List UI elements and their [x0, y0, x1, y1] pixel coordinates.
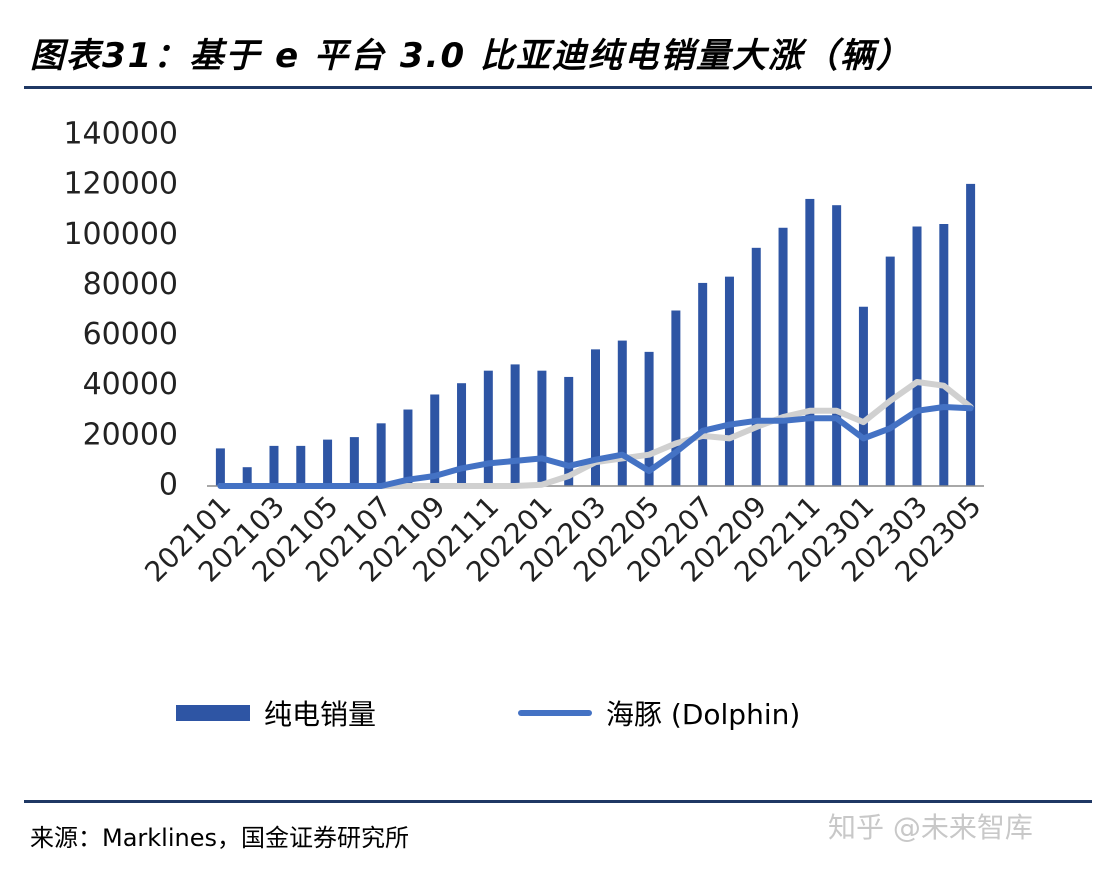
bar	[430, 394, 440, 486]
bar	[832, 205, 842, 486]
chart-title: 图表31：基于 e 平台 3.0 比亚迪纯电销量大涨（辆）	[30, 36, 912, 76]
bar	[724, 276, 734, 486]
bar	[323, 439, 333, 486]
bar	[778, 227, 788, 486]
bar	[644, 351, 654, 486]
bar	[885, 256, 895, 486]
watermark: 知乎 @未来智库	[828, 811, 1033, 844]
chart-svg: 0200004000060000800001000001200001400002…	[63, 117, 987, 589]
title-rule	[24, 86, 1092, 89]
bar	[242, 467, 252, 486]
bar	[296, 445, 306, 486]
legend-label-dolphin: 海豚 (Dolphin)	[606, 698, 801, 731]
y-tick-label: 80000	[83, 267, 178, 302]
bar	[483, 370, 493, 486]
source-note: 来源：Marklines，国金证券研究所	[30, 824, 409, 852]
y-tick-label: 60000	[83, 317, 178, 352]
bar	[858, 306, 868, 486]
bar	[457, 383, 467, 486]
y-tick-label: 20000	[83, 417, 178, 452]
bar	[537, 370, 547, 486]
bar	[510, 364, 520, 486]
y-tick-label: 140000	[63, 117, 178, 152]
legend-item-bars: 纯电销量	[176, 690, 376, 736]
y-tick-label: 100000	[63, 217, 178, 252]
legend-label-bars: 纯电销量	[264, 698, 377, 731]
legend-item-dolphin: 海豚 (Dolphin)	[518, 690, 800, 736]
bar	[698, 282, 708, 486]
legend-bar-swatch	[176, 705, 250, 721]
y-tick-label: 120000	[63, 167, 178, 202]
bar	[671, 310, 681, 486]
footer-rule	[24, 800, 1092, 803]
y-tick-label: 40000	[83, 367, 178, 402]
bar	[269, 445, 279, 486]
dolphin-series-line	[217, 404, 974, 489]
bar	[751, 247, 761, 486]
bar	[912, 226, 922, 486]
bar	[403, 409, 413, 486]
bar	[591, 349, 600, 486]
bar	[349, 437, 359, 486]
bar	[805, 198, 815, 487]
bar	[564, 376, 574, 486]
bar	[376, 423, 386, 486]
bar	[215, 448, 225, 486]
bar	[617, 340, 627, 486]
legend-line-swatch	[518, 710, 592, 716]
y-tick-label: 0	[159, 468, 178, 503]
bar	[966, 183, 976, 486]
bar	[939, 224, 949, 486]
